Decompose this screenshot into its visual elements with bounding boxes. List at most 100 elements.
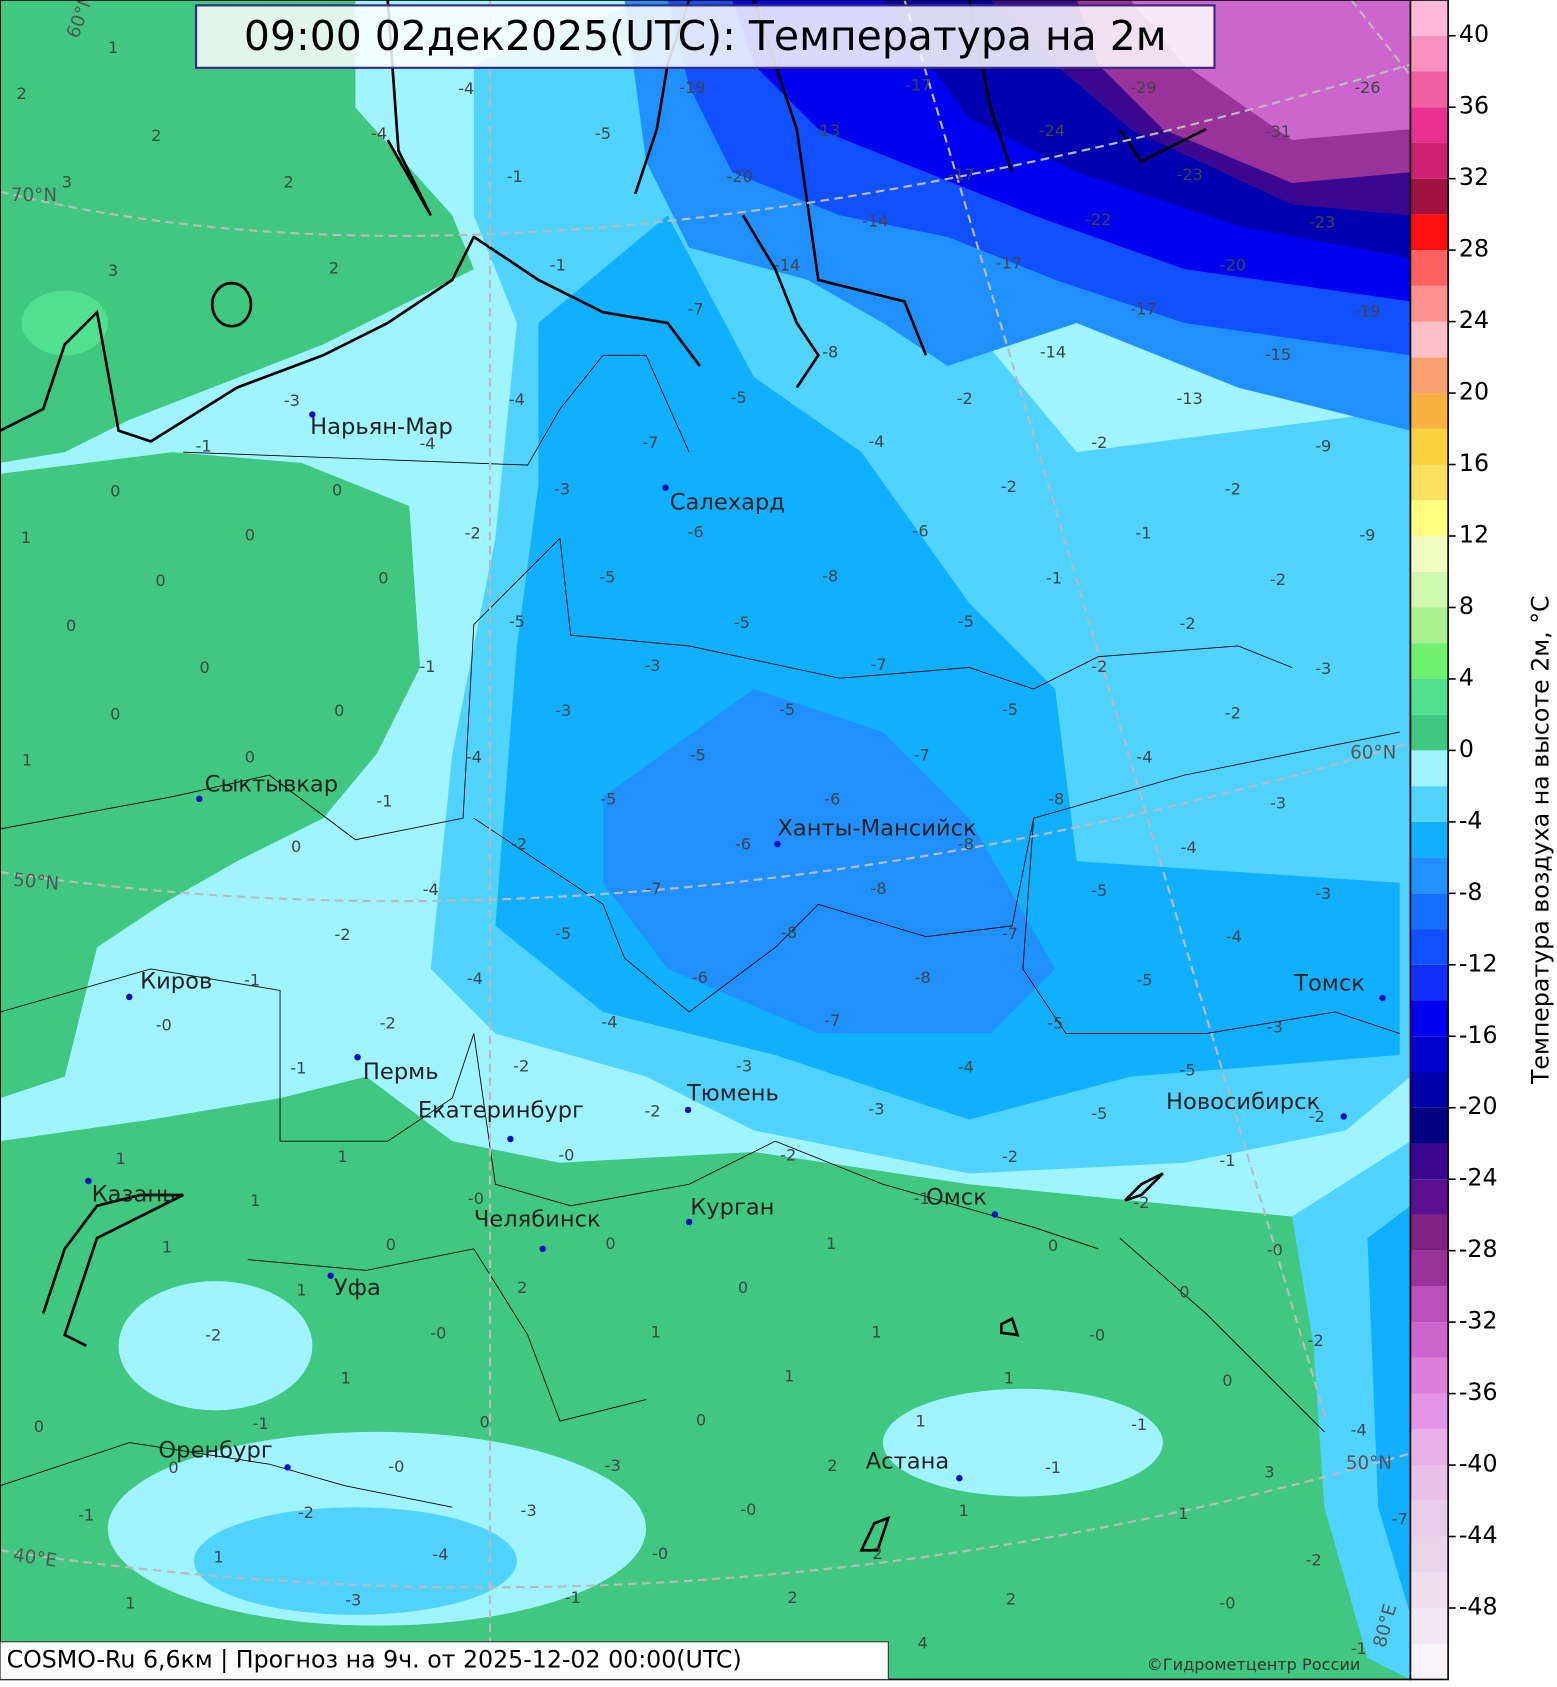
colorbar-swatch [1410, 1286, 1449, 1323]
temperature-label: 2 [517, 1278, 527, 1297]
temperature-label: -6 [735, 835, 751, 854]
city-name: Киров [140, 968, 212, 994]
colorbar-swatch [1410, 1036, 1449, 1072]
temperature-label: -17 [996, 253, 1022, 272]
temperature-label: -0 [652, 1544, 668, 1563]
temperature-label: -3 [555, 701, 571, 720]
temperature-label: -3 [605, 1456, 621, 1475]
temperature-label: 0 [1222, 1371, 1232, 1390]
colorbar-tick-label: 28 [1459, 235, 1489, 263]
temperature-label: -2 [1091, 657, 1107, 676]
temperature-label: -4 [432, 1545, 448, 1564]
colorbar-frame [1409, 0, 1449, 1681]
colorbar-swatch [1410, 35, 1449, 72]
temperature-label: -5 [1002, 700, 1018, 719]
city-dot [1379, 994, 1386, 1002]
temperature-label: -14 [862, 211, 888, 230]
temperature-label: -0 [740, 1500, 756, 1519]
temperature-label: -5 [958, 612, 974, 631]
temperature-label: 0 [200, 658, 210, 677]
temperature-label: 1 [651, 1322, 661, 1341]
colorbar-swatch [1410, 678, 1449, 715]
temperature-label: 1 [214, 1547, 224, 1566]
temperature-label: -0 [1267, 1240, 1283, 1259]
city-dot [539, 1245, 546, 1253]
temperature-label: -7 [1392, 1510, 1408, 1529]
colorbar-tick-label: 16 [1459, 449, 1489, 477]
temperature-label: -20 [727, 167, 753, 186]
temperature-label: -0 [1089, 1326, 1105, 1345]
temperature-label: -31 [1265, 122, 1291, 141]
colorbar-swatch [1410, 535, 1449, 572]
city-dot [774, 840, 781, 848]
temperature-label: -7 [914, 745, 930, 764]
temperature-label: -2 [1001, 477, 1017, 496]
temperature-label: -23 [1309, 212, 1335, 231]
temperature-label: -1 [550, 255, 566, 274]
field [118, 1281, 313, 1411]
temperature-label: -22 [1085, 210, 1111, 229]
temperature-label: -2 [957, 389, 973, 408]
temperature-label: -8 [1048, 789, 1064, 808]
temperature-label: 3 [62, 173, 72, 192]
temperature-label: -3 [1315, 884, 1331, 903]
temperature-label: 0 [696, 1411, 706, 1430]
temperature-label: -5 [555, 924, 571, 943]
colorbar-tick-label: 20 [1459, 378, 1489, 406]
colorbar-swatch [1410, 1429, 1449, 1466]
temperature-label: -24 [1039, 121, 1065, 140]
city-name: Астана [866, 1448, 950, 1474]
city-name: Новосибирск [1166, 1089, 1320, 1115]
colorbar-swatch [1410, 1250, 1449, 1287]
colorbar-swatch [1410, 821, 1449, 858]
temperature-label: 1 [21, 528, 31, 547]
temperature-label: -3 [645, 656, 661, 675]
field [1367, 1205, 1411, 1615]
temperature-label: 2 [329, 259, 339, 278]
colorbar-swatch [1410, 71, 1449, 108]
graticule-lines [0, 0, 1411, 1680]
temperature-label: -5 [1091, 881, 1107, 900]
colorbar-swatch [1410, 1107, 1449, 1144]
temperature-label: -3 [736, 1056, 752, 1075]
temperature-label: -0 [430, 1323, 446, 1342]
colorbar-tick-label: -44 [1459, 1521, 1498, 1549]
temperature-label: -7 [688, 300, 704, 319]
temperature-label: -4 [467, 969, 483, 988]
temperature-label: 3 [108, 261, 118, 280]
temperature-label: -0 [1219, 1594, 1235, 1613]
temperature-label: -5 [595, 124, 611, 143]
colorbar-tick-label: 12 [1459, 520, 1489, 548]
temperature-label: -4 [1351, 1420, 1367, 1439]
colorbar-swatch [1410, 464, 1449, 501]
temperature-label: 1 [162, 1237, 172, 1256]
temperature-label: -8 [871, 879, 887, 898]
temperature-label: -5 [600, 789, 616, 808]
temperature-label: 1 [826, 1234, 836, 1253]
temperature-label: -13 [1177, 389, 1203, 408]
temperature-label: -1 [253, 1414, 269, 1433]
temperature-label: 0 [155, 571, 165, 590]
temperature-label: -2 [1225, 479, 1241, 498]
temperature-label: -1 [419, 657, 435, 676]
colorbar-tick-label: 40 [1459, 20, 1489, 48]
copyright: ©Гидрометцентр России [1147, 1655, 1361, 1674]
temperature-label: -5 [509, 612, 525, 631]
temperature-label: -7 [871, 655, 887, 674]
colorbar-tick-label: -48 [1459, 1592, 1498, 1620]
colorbar-swatch [1410, 1643, 1449, 1680]
colorbar-swatch [1410, 250, 1449, 286]
city-name: Салехард [670, 489, 785, 515]
temperature-label: -2 [334, 925, 350, 944]
colorbar-tick-label: -28 [1459, 1235, 1498, 1263]
title: 09:00 02дек2025(UTC): Температура на 2м [244, 12, 1167, 60]
field [0, 0, 474, 463]
temperature-label: -1 [1045, 1458, 1061, 1477]
temperature-label: 1 [1178, 1504, 1188, 1523]
temperature-label: -2 [380, 1013, 396, 1032]
temperature-label: 0 [66, 616, 76, 635]
temperature-label: -2 [1225, 703, 1241, 722]
temperature-label: 0 [168, 1458, 178, 1477]
